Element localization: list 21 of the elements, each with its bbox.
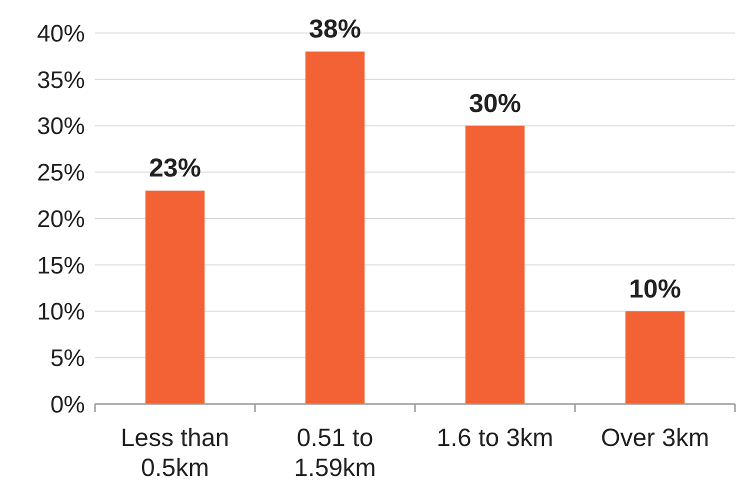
y-tick-label: 15% xyxy=(36,252,85,280)
data-label: 23% xyxy=(148,152,202,183)
bar xyxy=(625,311,685,404)
x-tick-label: 1.6 to 3km xyxy=(436,424,554,452)
x-tick-label: 0.51 to 1.59km xyxy=(294,424,376,482)
y-tick-label: 25% xyxy=(36,160,85,187)
data-label: 10% xyxy=(628,273,682,304)
y-tick-label: 20% xyxy=(36,206,85,233)
bar xyxy=(465,126,525,404)
y-tick-label: 30% xyxy=(36,113,85,140)
y-tick-label: 0% xyxy=(50,391,85,418)
data-label: 30% xyxy=(468,88,522,118)
y-tick-label: 10% xyxy=(36,298,85,326)
x-tick-label: Over 3km xyxy=(600,424,710,452)
data-label: 38% xyxy=(308,14,362,44)
y-tick-label: 5% xyxy=(50,345,85,372)
x-tick-label: Less than 0.5km xyxy=(120,424,230,482)
y-tick-label: 35% xyxy=(36,66,85,94)
bar xyxy=(145,190,205,404)
y-tick-label: 40% xyxy=(36,20,85,48)
bar xyxy=(305,52,365,404)
